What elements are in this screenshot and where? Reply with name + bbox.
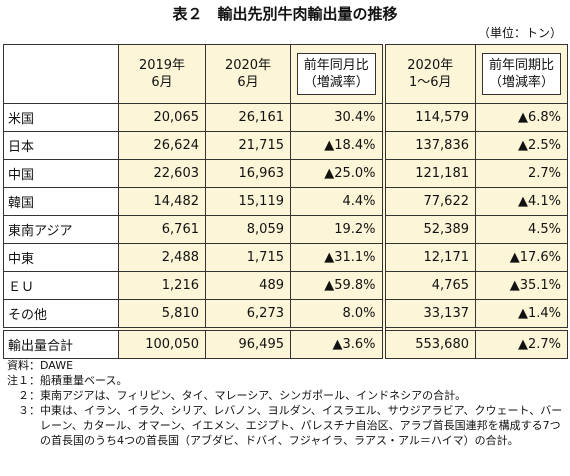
cell: ▲17.6%: [475, 243, 568, 272]
header-line: 前年同期比: [488, 58, 554, 73]
header-line: 2020年: [407, 58, 454, 73]
cell: ▲4.1%: [475, 187, 568, 216]
cell: 137,836: [381, 131, 476, 160]
header-line: 前年同月比: [303, 58, 369, 73]
cell: 2.7%: [475, 159, 568, 188]
cell: 12,171: [381, 243, 476, 272]
header-cell: 前年同月比 （増減率）: [290, 44, 384, 104]
cell: ▲18.4%: [290, 131, 384, 160]
row-label: 日本: [3, 131, 119, 160]
table-row: ＥＵ 1,216 489 ▲59.8% 4,765 ▲35.1%: [3, 271, 568, 300]
cell: ▲2.7%: [475, 327, 568, 359]
note-text: 中東は、イラン、イラク、シリア、レバノン、ヨルダン、イスラエル、サウジアラビア、…: [40, 404, 563, 447]
cell: 6,273: [205, 299, 291, 330]
header-cell: [3, 44, 119, 104]
cell: 8,059: [205, 215, 291, 244]
unit: （単位：トン）: [477, 26, 562, 40]
cell: 14,482: [118, 187, 206, 216]
header-box: 前年同期比 （増減率）: [482, 53, 561, 95]
header-line: 1～6月: [408, 75, 452, 90]
table-row: 中国 22,603 16,963 ▲25.0% 121,181 2.7%: [3, 159, 568, 188]
row-label: 輸出量合計: [3, 327, 119, 359]
cell: 4.5%: [475, 215, 568, 244]
note-key: 注１：: [7, 374, 40, 387]
cell: 52,389: [381, 215, 476, 244]
cell: 26,624: [118, 131, 206, 160]
cell: 100,050: [118, 327, 206, 359]
cell: 8.0%: [290, 299, 384, 330]
table-row: 輸出量合計 100,050 96,495 ▲3.6% 553,680 ▲2.7%: [3, 327, 568, 359]
cell: ▲25.0%: [290, 159, 384, 188]
table-row: その他 5,810 6,273 8.0% 33,137 ▲1.4%: [3, 299, 568, 330]
notes: 資料： DAWE 注１： 船積重量ベース。 ２： 東南アジアは、フィリピン、タイ、マレーシ…: [4, 358, 566, 448]
header-line: 6月: [151, 75, 173, 90]
cell: 1,216: [118, 271, 206, 300]
row-label: その他: [3, 299, 119, 330]
header-cell: 2020年 6月: [205, 44, 291, 104]
cell: 21,715: [205, 131, 291, 160]
cell: 4.4%: [290, 187, 384, 216]
cell: ▲6.8%: [475, 103, 568, 132]
cell: 20,065: [118, 103, 206, 132]
cell: 2,488: [118, 243, 206, 272]
table-row: 韓国 14,482 15,119 4.4% 77,622 ▲4.1%: [3, 187, 568, 216]
row-label: ＥＵ: [3, 271, 119, 300]
note-text: 船積重量ベース。: [40, 374, 128, 387]
cell: 5,810: [118, 299, 206, 330]
cell: 33,137: [381, 299, 476, 330]
note: ２： 東南アジアは、フィリピン、タイ、マレーシア、シンガポール、インドネシアの合計…: [4, 388, 566, 403]
cell: 77,622: [381, 187, 476, 216]
note-key: 資料：: [7, 359, 40, 372]
cell: ▲31.1%: [290, 243, 384, 272]
header-cell: 2019年 6月: [118, 44, 206, 104]
cell: 1,715: [205, 243, 291, 272]
note: ３： 中東は、イラン、イラク、シリア、レバノン、ヨルダン、イスラエル、サウジアラビ…: [4, 403, 566, 448]
note-text: DAWE: [40, 359, 74, 372]
row-label: 韓国: [3, 187, 119, 216]
table-row: 日本 26,624 21,715 ▲18.4% 137,836 ▲2.5%: [3, 131, 568, 160]
header-line: （増減率）: [488, 75, 554, 90]
cell: 489: [205, 271, 291, 300]
header-cell: 前年同期比 （増減率）: [475, 44, 568, 104]
title: 表２ 輸出先別牛肉輸出量の推移: [172, 5, 398, 23]
cell: 96,495: [205, 327, 291, 359]
note-key: ２：: [18, 389, 40, 402]
note-text: 東南アジアは、フィリピン、タイ、マレーシア、シンガポール、インドネシアの合計。: [40, 389, 467, 402]
cell: 22,603: [118, 159, 206, 188]
row-label: 中国: [3, 159, 119, 188]
header-line: （増減率）: [303, 75, 369, 90]
note: 資料： DAWE: [4, 358, 566, 373]
table-row: 中東 2,488 1,715 ▲31.1% 12,171 ▲17.6%: [3, 243, 568, 272]
table-row: 東南アジア 6,761 8,059 19.2% 52,389 4.5%: [3, 215, 568, 244]
header-box: 前年同月比 （増減率）: [297, 53, 376, 95]
cell: ▲1.4%: [475, 299, 568, 330]
cell: 26,161: [205, 103, 291, 132]
cell: ▲3.6%: [290, 327, 384, 359]
row-label: 米国: [3, 103, 119, 132]
cell: ▲35.1%: [475, 271, 568, 300]
row-label: 中東: [3, 243, 119, 272]
cell: 15,119: [205, 187, 291, 216]
cell: ▲2.5%: [475, 131, 568, 160]
cell: 30.4%: [290, 103, 384, 132]
table-row: 米国 20,065 26,161 30.4% 114,579 ▲6.8%: [3, 103, 568, 132]
cell: 4,765: [381, 271, 476, 300]
header-row: 2019年 6月 2020年 6月 前年同月比 （増減率） 2020年 1～6月 前年同期比 （増…: [3, 44, 568, 104]
note: 注１： 船積重量ベース。: [4, 373, 566, 388]
cell: 6,761: [118, 215, 206, 244]
header-line: 2020年: [224, 58, 272, 73]
header-cell: 2020年 1～6月: [381, 44, 476, 104]
row-label: 東南アジア: [3, 215, 119, 244]
note-key: ３：: [18, 404, 40, 417]
cell: 114,579: [381, 103, 476, 132]
cell: 19.2%: [290, 215, 384, 244]
cell: 553,680: [381, 327, 476, 359]
header-line: 6月: [237, 75, 259, 90]
table: 2019年 6月 2020年 6月 前年同月比 （増減率） 2020年 1～6月 前年同期比 （増…: [3, 44, 568, 359]
cell: ▲59.8%: [290, 271, 384, 300]
header-line: 2019年: [138, 58, 186, 73]
cell: 121,181: [381, 159, 476, 188]
cell: 16,963: [205, 159, 291, 188]
